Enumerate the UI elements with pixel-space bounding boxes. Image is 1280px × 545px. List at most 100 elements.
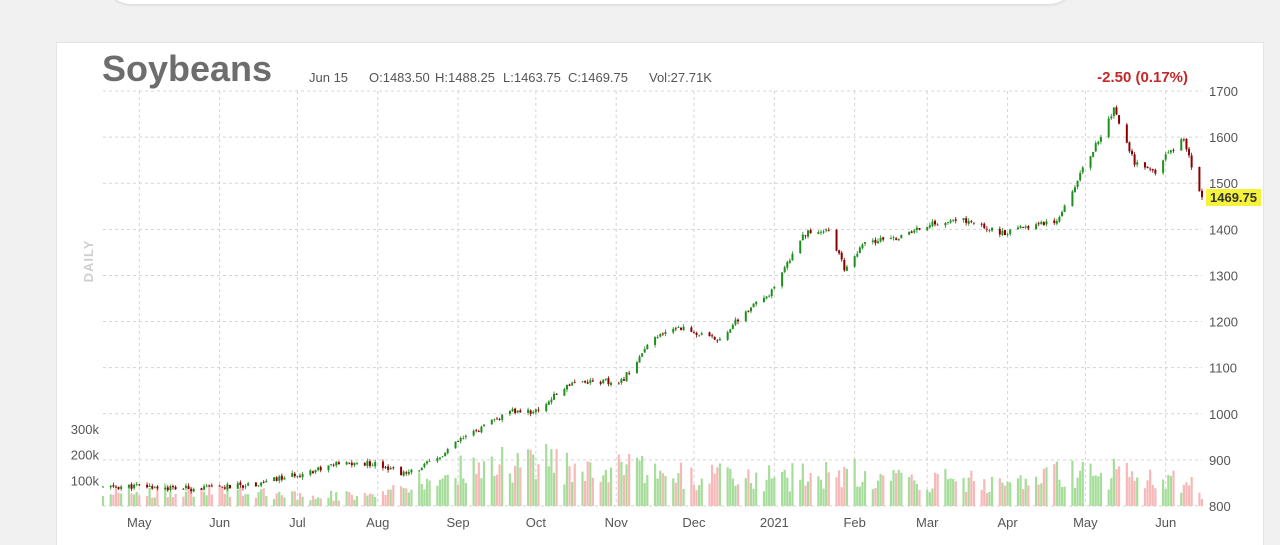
- volume-bar: [301, 496, 304, 506]
- volume-bar: [454, 477, 457, 506]
- volume-bar: [1009, 482, 1012, 506]
- volume-bar: [526, 449, 530, 506]
- candle-body: [127, 484, 130, 488]
- volume-bar: [628, 453, 631, 506]
- volume-bar: [529, 449, 532, 506]
- volume-bar: [405, 488, 408, 506]
- candle-body: [646, 344, 649, 350]
- volume-bar: [327, 497, 330, 506]
- volume-bar: [1107, 489, 1110, 506]
- volume-bar: [692, 484, 696, 506]
- candlestick-chart[interactable]: Soybeans Jun 15 O:1483.50 H:1488.25 L:14…: [57, 43, 1263, 545]
- candle-body: [1167, 152, 1170, 154]
- candle-body: [153, 487, 156, 489]
- candle-body: [835, 229, 838, 251]
- candle-body: [1063, 205, 1066, 212]
- volume-bar: [928, 492, 931, 506]
- volume-bar: [138, 495, 141, 506]
- candle-body: [260, 482, 263, 486]
- volume-bar: [441, 478, 444, 506]
- candle-body: [1024, 226, 1027, 228]
- volume-bar: [563, 484, 566, 506]
- candle-body: [700, 333, 703, 335]
- last-price-label: 1469.75: [1210, 190, 1257, 205]
- candle-body: [265, 480, 268, 483]
- volume-bar: [236, 489, 239, 506]
- candle-body: [410, 469, 413, 473]
- volume-bar: [1022, 489, 1025, 506]
- volume-bar: [879, 473, 882, 506]
- candle-body: [1016, 227, 1019, 230]
- volume-bar: [337, 500, 340, 506]
- candle-body: [428, 461, 431, 462]
- last-price-badge: [1206, 189, 1261, 206]
- time-tick-label: Jul: [289, 515, 306, 530]
- candle-body: [610, 382, 613, 386]
- volume-bar: [1182, 484, 1185, 506]
- candle-body: [545, 404, 548, 412]
- time-tick-label: May: [127, 515, 152, 530]
- volume-bar: [806, 481, 810, 506]
- ohlc-high: H:1488.25: [435, 70, 495, 85]
- volume-bar: [239, 487, 242, 506]
- volume-bar: [607, 482, 610, 506]
- volume-bar: [900, 472, 903, 506]
- candle-body: [786, 261, 789, 268]
- candle-body: [192, 488, 195, 492]
- candle-body: [856, 253, 859, 257]
- candle-body: [166, 487, 169, 491]
- candle-body: [900, 234, 903, 239]
- volume-bar: [182, 496, 185, 506]
- volume-bar: [223, 494, 226, 506]
- volume-bar: [952, 479, 955, 506]
- candle-body: [117, 486, 120, 490]
- candle-body: [441, 456, 444, 458]
- candle-body: [350, 462, 353, 466]
- candle-body: [918, 228, 921, 230]
- candle-body: [314, 470, 317, 473]
- volume-bar: [1040, 483, 1043, 506]
- candle-body: [182, 488, 185, 490]
- candle-body: [1006, 234, 1009, 236]
- candle-body: [934, 220, 937, 225]
- candle-body: [571, 382, 574, 386]
- volume-bar: [156, 488, 159, 506]
- volume-bar: [646, 475, 649, 506]
- volume-bar: [918, 489, 921, 506]
- candle-body: [819, 231, 822, 233]
- time-tick-label: Dec: [682, 515, 706, 530]
- volume-bar: [350, 494, 353, 506]
- candle-body: [239, 482, 242, 486]
- volume-bar: [620, 461, 623, 506]
- ohlc-close: C:1469.75: [568, 70, 628, 85]
- volume-bar: [718, 463, 721, 506]
- candle-body: [174, 486, 177, 490]
- candle-body: [501, 414, 504, 420]
- candle-body: [599, 381, 602, 384]
- candle-body: [109, 485, 112, 488]
- candle-body: [607, 378, 610, 385]
- candle-body: [171, 486, 174, 488]
- volume-bar: [1172, 470, 1175, 506]
- volume-bar: [713, 473, 716, 506]
- candle-body: [638, 356, 641, 363]
- volume-bar: [112, 494, 115, 506]
- volume-bar: [863, 471, 867, 506]
- volume-tick-label: 300k: [71, 422, 100, 437]
- candle-body: [641, 353, 644, 357]
- volume-tick-label: 200k: [71, 448, 100, 463]
- volume-bar: [659, 470, 662, 506]
- volume-bar: [822, 488, 825, 506]
- volume-bar: [1042, 468, 1045, 506]
- volume-bar: [1164, 488, 1167, 506]
- volume-bar: [889, 480, 893, 506]
- candle-body: [475, 430, 478, 431]
- candle-body: [275, 477, 278, 481]
- volume-bar: [791, 463, 794, 506]
- candle-body: [464, 435, 467, 438]
- candle-body: [755, 301, 758, 305]
- volume-bar: [773, 477, 776, 506]
- volume-bar: [371, 494, 374, 506]
- search-bar[interactable]: [105, 0, 1075, 4]
- price-tick-label: 900: [1209, 453, 1231, 468]
